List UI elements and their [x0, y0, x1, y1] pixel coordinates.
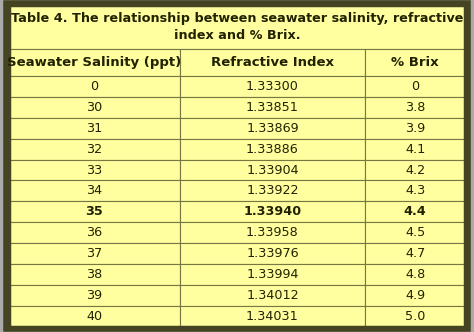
Text: 4.2: 4.2	[405, 164, 425, 177]
Bar	[365, 243, 465, 264]
Bar	[180, 243, 365, 264]
Bar	[180, 160, 365, 181]
Bar	[9, 76, 180, 97]
Bar	[9, 264, 180, 285]
Bar	[180, 97, 365, 118]
Text: 36: 36	[86, 226, 102, 239]
Bar	[9, 243, 180, 264]
Bar	[180, 202, 365, 222]
Bar	[180, 181, 365, 202]
Text: 1.33940: 1.33940	[243, 206, 301, 218]
Text: 0: 0	[90, 80, 98, 93]
Bar	[365, 222, 465, 243]
Text: 1.33851: 1.33851	[246, 101, 299, 114]
Text: 4.4: 4.4	[404, 206, 427, 218]
Bar	[365, 160, 465, 181]
Bar	[9, 5, 465, 49]
Text: 4.7: 4.7	[405, 247, 425, 260]
Text: 1.33922: 1.33922	[246, 185, 299, 198]
Text: 1.33994: 1.33994	[246, 268, 299, 281]
Text: 3.9: 3.9	[405, 122, 425, 135]
Bar	[180, 222, 365, 243]
Text: 39: 39	[86, 289, 102, 302]
Text: Refractive Index: Refractive Index	[211, 56, 334, 69]
Text: 1.34031: 1.34031	[246, 310, 299, 323]
Bar	[9, 118, 180, 139]
Text: 1.33869: 1.33869	[246, 122, 299, 135]
Bar	[9, 181, 180, 202]
Text: 37: 37	[86, 247, 102, 260]
Text: 0: 0	[411, 80, 419, 93]
Bar	[9, 202, 180, 222]
Bar	[9, 222, 180, 243]
Bar	[365, 76, 465, 97]
Text: 40: 40	[86, 310, 102, 323]
Text: 1.33886: 1.33886	[246, 142, 299, 156]
Bar	[180, 76, 365, 97]
Bar	[365, 139, 465, 160]
Text: 3.8: 3.8	[405, 101, 425, 114]
Bar	[180, 118, 365, 139]
Text: 4.9: 4.9	[405, 289, 425, 302]
Bar	[180, 49, 365, 76]
Bar	[365, 97, 465, 118]
Text: 1.33300: 1.33300	[246, 80, 299, 93]
Text: 31: 31	[86, 122, 102, 135]
Text: 4.1: 4.1	[405, 142, 425, 156]
Bar	[9, 306, 180, 327]
Text: 34: 34	[86, 185, 102, 198]
Text: 1.33976: 1.33976	[246, 247, 299, 260]
Bar	[9, 49, 180, 76]
Text: 4.5: 4.5	[405, 226, 425, 239]
Text: 35: 35	[85, 206, 103, 218]
Text: 30: 30	[86, 101, 102, 114]
Bar	[365, 202, 465, 222]
Bar	[365, 49, 465, 76]
Text: 4.3: 4.3	[405, 185, 425, 198]
Bar	[365, 306, 465, 327]
Bar	[180, 264, 365, 285]
Bar	[365, 118, 465, 139]
Bar	[9, 160, 180, 181]
Bar	[365, 181, 465, 202]
Bar	[365, 264, 465, 285]
Text: Table 4. The relationship between seawater salinity, refractive
index and % Brix: Table 4. The relationship between seawat…	[11, 12, 463, 42]
Text: 1.34012: 1.34012	[246, 289, 299, 302]
Text: 32: 32	[86, 142, 102, 156]
Text: 1.33958: 1.33958	[246, 226, 299, 239]
Text: 5.0: 5.0	[405, 310, 425, 323]
Text: % Brix: % Brix	[392, 56, 439, 69]
Bar	[9, 139, 180, 160]
Bar	[180, 306, 365, 327]
Text: 1.33904: 1.33904	[246, 164, 299, 177]
Text: 4.8: 4.8	[405, 268, 425, 281]
Bar	[180, 139, 365, 160]
Text: 33: 33	[86, 164, 102, 177]
Bar	[9, 285, 180, 306]
Bar	[180, 285, 365, 306]
Text: Seawater Salinity (ppt): Seawater Salinity (ppt)	[7, 56, 182, 69]
Text: 38: 38	[86, 268, 102, 281]
Bar	[9, 97, 180, 118]
Bar	[365, 285, 465, 306]
